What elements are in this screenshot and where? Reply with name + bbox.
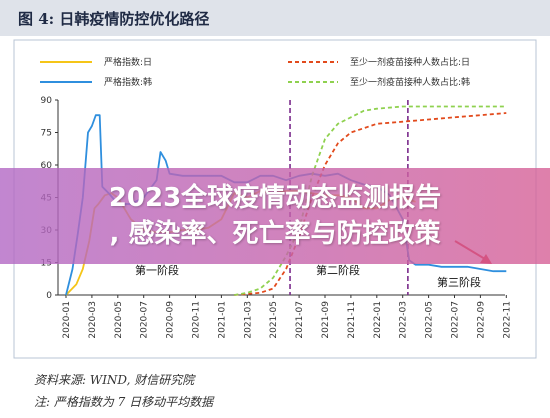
x-tick-label: 2022-07	[451, 301, 461, 339]
overlay-title-line-2: , 感染率、死亡率与防控政策	[109, 219, 441, 249]
figure-title: 图 4: 日韩疫情防控优化路径	[18, 10, 209, 28]
x-tick-label: 2021-09	[321, 301, 331, 339]
phase-1-label: 第一阶段	[135, 263, 179, 277]
footnote: 注: 严格指数为 7 日移动平均数据	[34, 395, 215, 409]
title-band	[0, 0, 550, 36]
legend-label-japan-vaccine: 至少一剂疫苗接种人数占比:日	[350, 56, 470, 68]
series-line-3	[234, 105, 507, 296]
x-tick-label: 2021-03	[243, 301, 253, 339]
title-overlay-banner: 2023全球疫情动态监测报告 , 感染率、死亡率与防控政策	[0, 168, 550, 264]
phase-3-box	[432, 274, 488, 290]
series-line-2	[234, 112, 507, 296]
x-tick-label: 2021-01	[217, 301, 227, 339]
y-tick-label: 75	[41, 129, 52, 139]
source-note: 资料来源: WIND, 财信研究院	[34, 373, 196, 387]
phase-3-label: 第三阶段	[437, 275, 481, 289]
legend-label-korea-index: 严格指数:韩	[104, 76, 152, 88]
phase-2-label: 第二阶段	[316, 263, 360, 277]
legend-label-japan-index: 严格指数:日	[104, 56, 152, 68]
x-tick-label: 2020-09	[166, 301, 176, 339]
x-tick-label: 2021-05	[269, 301, 279, 339]
x-tick-label: 2022-11	[502, 301, 512, 339]
x-tick-label: 2020-01	[62, 301, 72, 339]
x-tick-label: 2022-05	[425, 301, 435, 339]
phase-2-box	[311, 262, 367, 278]
x-tick-label: 2022-03	[399, 301, 409, 339]
phase-1-box	[130, 262, 186, 278]
x-tick-label: 2022-09	[476, 301, 486, 339]
x-tick-labels: 2020-01 2020-03 2020-05 2020-07 2020-09 2020-…	[62, 295, 512, 339]
x-tick-label: 2021-11	[347, 301, 357, 339]
legend: 严格指数:日 严格指数:韩 至少一剂疫苗接种人数占比:日 至少一剂疫苗接种人数占…	[40, 56, 470, 88]
x-tick-label: 2020-11	[192, 301, 202, 339]
x-tick-label: 2020-03	[88, 301, 98, 339]
y-tick-label: 60	[41, 161, 53, 171]
y-tick-label: 0	[46, 291, 52, 301]
x-tick-label: 2021-07	[295, 301, 305, 339]
x-tick-label: 2022-01	[373, 301, 383, 339]
overlay-title-line-1: 2023全球疫情动态监测报告	[108, 183, 442, 213]
x-tick-label: 2020-05	[114, 301, 124, 339]
y-tick-label: 90	[41, 96, 53, 106]
x-tick-label: 2020-07	[140, 301, 150, 339]
legend-label-korea-vaccine: 至少一剂疫苗接种人数占比:韩	[350, 76, 470, 88]
